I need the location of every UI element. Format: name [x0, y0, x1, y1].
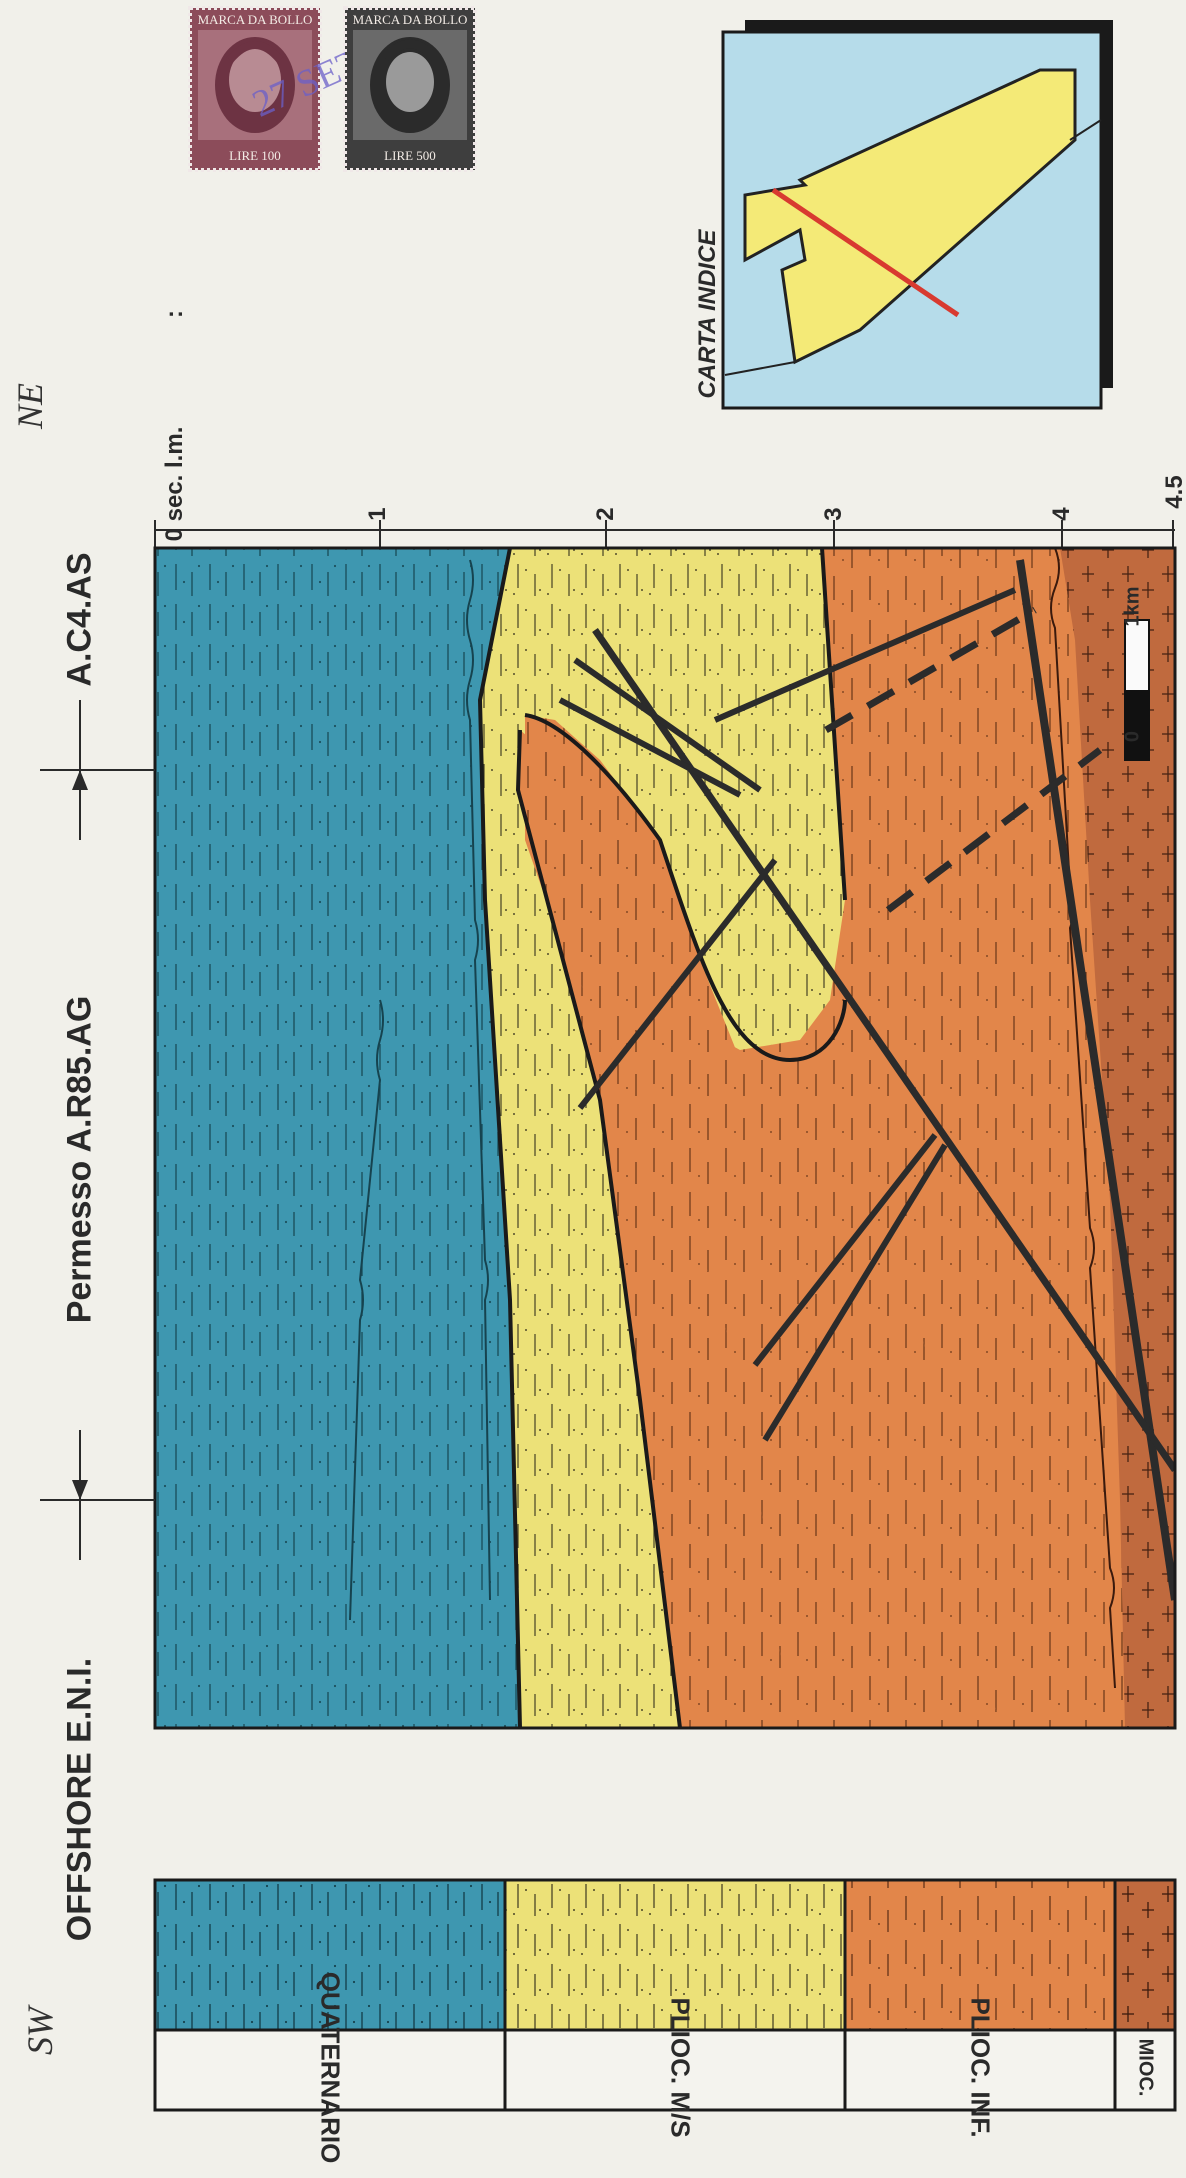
section-frame: [153, 546, 1177, 1730]
time-tick-2: 2: [592, 507, 619, 521]
stamp-header: MARCA DA BOLLO: [353, 12, 468, 27]
well-label-ac4: A.C4.AS: [60, 552, 99, 687]
time-scale: [154, 520, 1175, 548]
time-tick-1: 1: [364, 507, 391, 521]
stamp-500: MARCA DA BOLLO LIRE 500: [343, 6, 477, 172]
stamp-value: LIRE 500: [384, 148, 436, 163]
time-unit-label: 0 sec. l.m.: [161, 426, 188, 542]
time-tick-4-5: 4.5: [1161, 475, 1186, 509]
section-body: [155, 548, 1175, 1728]
well-marker-ac4: [40, 700, 155, 840]
scale-bar: [1124, 619, 1150, 761]
legend: [153, 1878, 1177, 2112]
section-trace-line: [771, 187, 960, 318]
page-title: Permesso A.R85.AG: [60, 995, 99, 1324]
permit-area: [743, 68, 1077, 365]
orientation-sw: SW: [20, 2007, 60, 2055]
stamp-100: MARCA DA BOLLO LIRE 100 27 SET: [188, 6, 369, 172]
scale-bar-end-label: 1km: [1121, 586, 1144, 627]
page: MARCA DA BOLLO LIRE 100 27 SET MARCA DA …: [10, 6, 1186, 2163]
time-tick-3: 3: [820, 507, 847, 521]
index-map: [721, 20, 1113, 410]
legend-label-plioc-ms: PLIOC. M/S: [665, 1997, 696, 2138]
scale-bar-start-label: 0: [1121, 730, 1144, 743]
orientation-ne: NE: [10, 383, 50, 430]
legend-label-plioc-inf: PLIOC. INF.: [965, 1997, 996, 2138]
stamp-value: LIRE 100: [229, 148, 281, 163]
legend-label-mioc: MIOC.: [1134, 2038, 1157, 2097]
index-map-title: CARTA INDICE: [694, 229, 721, 399]
colon-mark: :: [161, 310, 188, 318]
time-tick-4: 4: [1048, 507, 1075, 521]
well-marker-offshore: [40, 1430, 155, 1560]
stamp-header: MARCA DA BOLLO: [198, 12, 313, 27]
well-label-offshore: OFFSHORE E.N.I.: [60, 1657, 99, 1942]
legend-label-quaternario: QUATERNARIO: [315, 1971, 346, 2164]
geological-cross-section: MARCA DA BOLLO LIRE 100 27 SET MARCA DA …: [40, 6, 1177, 2112]
